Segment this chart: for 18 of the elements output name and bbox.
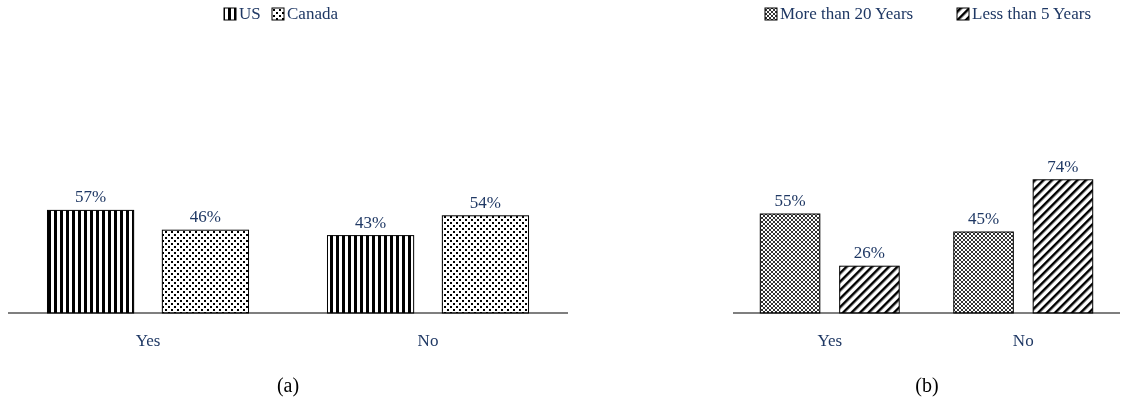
data-label: 57%: [74, 187, 107, 207]
data-label: 55%: [774, 191, 806, 210]
x-tick-label: No: [417, 331, 439, 350]
x-tick-label: Yes: [135, 331, 161, 350]
legend-label: More than 20 Years: [780, 4, 914, 23]
legend-label: US: [239, 4, 261, 23]
legend-label: Canada: [287, 4, 339, 23]
x-tick-label: No: [1012, 331, 1034, 350]
legend-label: Less than 5 Years: [972, 4, 1091, 23]
data-label: 74%: [1047, 156, 1079, 176]
data-label: 54%: [469, 192, 502, 212]
text: (b): [915, 374, 939, 397]
data-label: 43%: [354, 212, 387, 232]
data-label: 45%: [967, 209, 1000, 228]
text: (a): [276, 374, 300, 397]
data-label: 46%: [189, 207, 222, 227]
x-tick-label: Yes: [817, 331, 843, 350]
data-label: 26%: [853, 243, 886, 263]
